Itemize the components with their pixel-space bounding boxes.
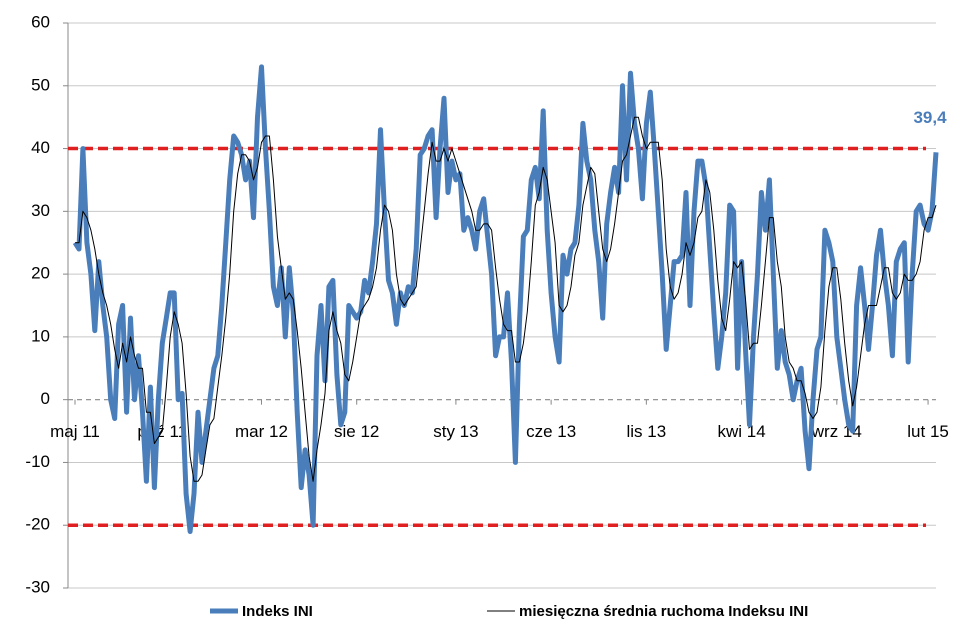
y-tick-label: 20 — [31, 264, 50, 283]
x-tick-label: kwi 14 — [717, 422, 765, 441]
data-label: 39,4 — [913, 108, 947, 127]
legend-label: miesięczna średnia ruchoma Indeksu INI — [519, 603, 808, 620]
y-tick-label: 10 — [31, 326, 50, 345]
series-line — [72, 64, 939, 534]
x-tick-label: maj 11 — [50, 422, 100, 441]
y-tick-label: 30 — [31, 201, 50, 220]
x-tick-label: lut 15 — [907, 422, 949, 441]
y-tick-label: -20 — [25, 515, 50, 534]
legend-label: Indeks INI — [242, 603, 313, 620]
y-tick-label: 40 — [31, 138, 50, 157]
x-tick-label: mar 12 — [235, 422, 288, 441]
series-line — [75, 116, 937, 482]
y-tick-label: -30 — [25, 577, 50, 596]
x-tick-label: sty 13 — [433, 422, 478, 441]
y-tick-label: 50 — [31, 75, 50, 94]
y-tick-label: 0 — [41, 389, 50, 408]
x-tick-label: lis 13 — [627, 422, 667, 441]
x-tick-label: cze 13 — [526, 422, 576, 441]
x-tick-label: sie 12 — [334, 422, 379, 441]
y-tick-label: 60 — [31, 12, 50, 31]
y-tick-label: -10 — [25, 452, 50, 471]
